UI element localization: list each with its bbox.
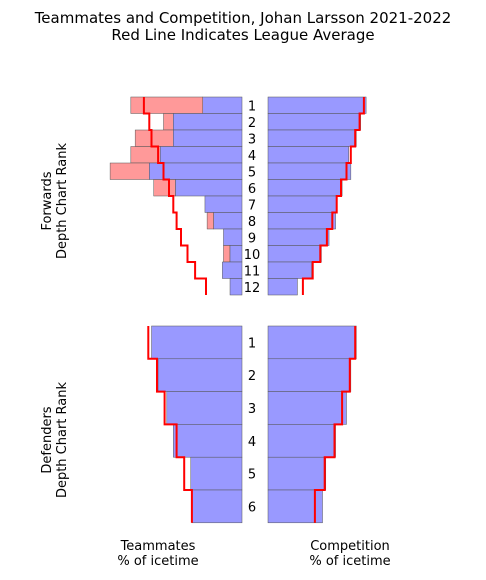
forwards-competition-bar-5 (267, 162, 352, 180)
defenders-competition-bar-5 (267, 456, 327, 491)
defenders-ylabel: Defenders Depth Chart Rank (40, 365, 70, 515)
forwards-teammates-bar-2 (173, 113, 243, 131)
forwards-rank-label-2: 2 (248, 116, 256, 131)
forwards-rank-label-6: 6 (248, 182, 256, 197)
forwards-competition-bar-10 (267, 245, 322, 263)
defenders-rank-label-2: 2 (248, 369, 256, 384)
forwards-ylabel-line1: Forwards (40, 171, 55, 231)
competition-xlabel-line1: Competition (310, 539, 390, 554)
competition-xlabel-line2: % of icetime (309, 554, 391, 569)
forwards-teammates-league-line (142, 97, 207, 295)
forwards-competition-bar-8 (267, 212, 336, 230)
defenders-competition-bar-4 (267, 424, 336, 458)
forwards-rank-label-7: 7 (248, 198, 256, 213)
forwards-teammates-bar-11 (222, 261, 243, 279)
forwards-competition-bar-9 (267, 228, 330, 246)
forwards-rank-label-5: 5 (248, 165, 256, 180)
forwards-teammates-excess-bar-10 (223, 245, 231, 263)
defenders-rank-label-1: 1 (248, 336, 256, 351)
teammates-xlabel-line1: Teammates (120, 539, 196, 554)
defenders-ylabel-line2: Depth Chart Rank (55, 381, 70, 499)
defenders-teammates-league-line (147, 326, 193, 523)
forwards-competition-bar-7 (267, 195, 337, 213)
forwards-competition-bar-11 (267, 261, 312, 279)
forwards-teammates-excess-bar-3 (134, 129, 174, 147)
forwards-competition-league-line (301, 97, 365, 295)
forwards-teammates-bar-10 (229, 245, 243, 263)
forwards-ylabel-line2: Depth Chart Rank (55, 142, 70, 260)
forwards-teammates-excess-bar-2 (163, 113, 174, 131)
chart-subtitle: Red Line Indicates League Average (111, 26, 375, 44)
forwards-rank-label-9: 9 (248, 231, 256, 246)
competition-xlabel: Competition % of icetime (290, 539, 410, 569)
defenders-competition-bar-3 (267, 391, 347, 425)
defenders-rank-label-6: 6 (248, 500, 256, 515)
defenders-teammates-bar-3 (166, 391, 243, 425)
forwards-rank-label-10: 10 (244, 248, 261, 263)
forwards-teammates-bar-1 (202, 96, 243, 114)
teammates-xlabel: Teammates % of icetime (98, 539, 218, 569)
forwards-teammates-bar-6 (175, 179, 243, 197)
forwards-teammates-bar-3 (173, 129, 243, 147)
defenders-teammates-bar-6 (191, 489, 243, 524)
forwards-teammates-bar-12 (229, 278, 243, 296)
forwards-rank-label-4: 4 (248, 149, 256, 164)
forwards-teammates-bar-4 (160, 146, 243, 164)
forwards-rank-label-1: 1 (248, 99, 256, 114)
forwards-competition-bar-1 (267, 96, 367, 114)
forwards-teammates-excess-bar-6 (153, 179, 176, 197)
defenders-competition-bar-6 (267, 489, 323, 524)
forwards-teammates-excess-bar-8 (206, 212, 214, 230)
forwards-competition-bar-6 (267, 179, 343, 197)
forwards-competition-bar-4 (267, 146, 349, 164)
defenders-teammates-bar-2 (157, 358, 243, 392)
defenders-competition-bar-1 (267, 325, 357, 360)
defenders-competition-league-line (313, 326, 357, 523)
forwards-ylabel: Forwards Depth Chart Rank (40, 126, 70, 276)
defenders-competition-bar-2 (267, 358, 352, 392)
defenders-ylabel-line1: Defenders (40, 406, 55, 474)
forwards-teammates-bar-8 (213, 212, 243, 230)
defenders-rank-label-3: 3 (248, 402, 256, 417)
forwards-teammates-bar-9 (223, 228, 243, 246)
defenders-teammates-bar-5 (190, 456, 243, 491)
defenders-rank-label-4: 4 (248, 435, 256, 450)
defenders-rank-label-5: 5 (248, 468, 256, 483)
forwards-teammates-bar-7 (204, 195, 243, 213)
forwards-teammates-excess-bar-5 (109, 162, 150, 180)
chart-title: Teammates and Competition, Johan Larsson… (34, 9, 452, 27)
defenders-teammates-bar-4 (173, 424, 243, 458)
forwards-competition-bar-12 (267, 278, 298, 296)
forwards-rank-label-11: 11 (244, 264, 261, 279)
forwards-competition-bar-2 (267, 113, 361, 131)
forwards-teammates-excess-bar-1 (130, 96, 204, 114)
forwards-rank-label-3: 3 (248, 132, 256, 147)
forwards-teammates-excess-bar-4 (130, 146, 161, 164)
teammates-xlabel-line2: % of icetime (117, 554, 199, 569)
forwards-competition-bar-3 (267, 129, 357, 147)
defenders-teammates-bar-1 (151, 325, 243, 360)
forwards-rank-label-12: 12 (244, 281, 261, 296)
forwards-rank-label-8: 8 (248, 215, 256, 230)
